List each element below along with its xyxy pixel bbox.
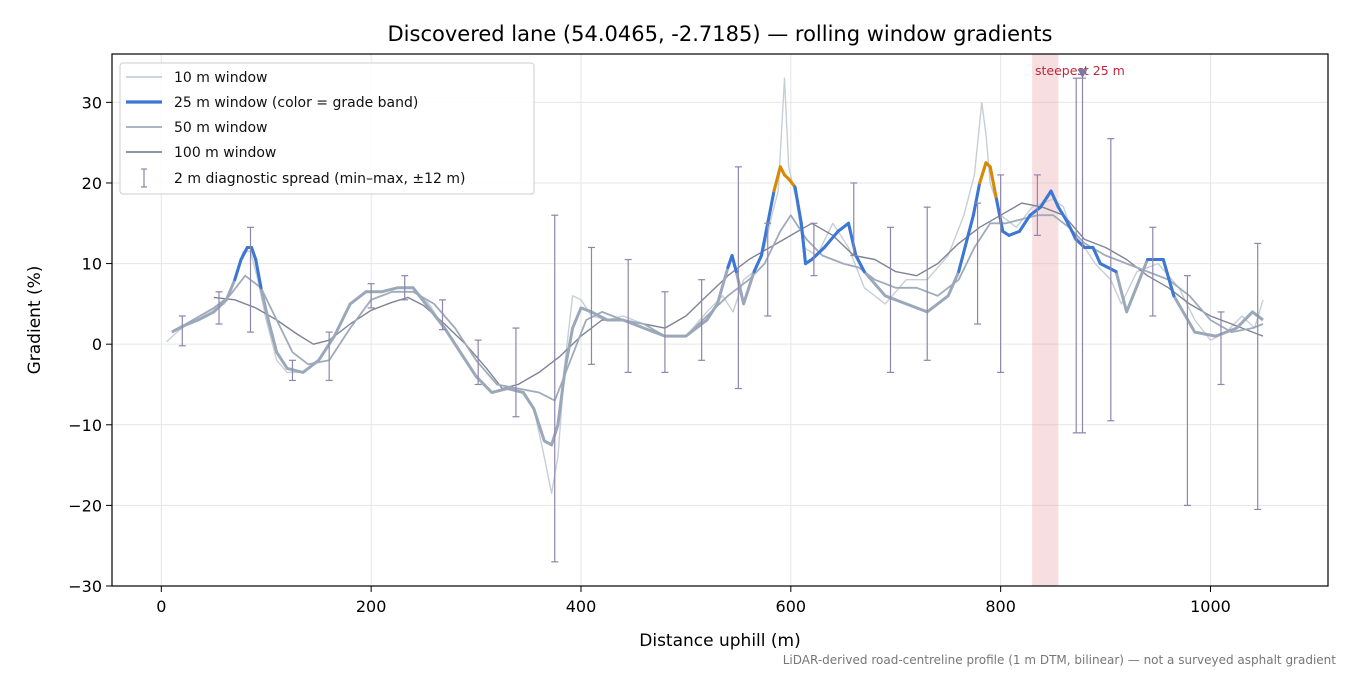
series-segment-25m (836, 221, 851, 233)
x-tick-label: 600 (776, 597, 807, 616)
errorbar (1254, 242, 1262, 511)
series-segment-25m (772, 165, 782, 193)
series-segment-25m (1007, 229, 1022, 237)
legend: 10 m window 25 m window (color = grade b… (119, 62, 535, 195)
errorbar-group (178, 77, 1262, 563)
legend-label-50m: 50 m window (174, 120, 267, 136)
y-tick-label: 20 (82, 174, 102, 193)
series-segment-25m (1028, 205, 1043, 217)
legend-label-10m: 10 m window (174, 70, 267, 86)
errorbar (246, 226, 254, 333)
series-segment-25m (994, 197, 1005, 233)
series-segment-25m (1098, 262, 1118, 274)
series-segment-25m (978, 161, 988, 185)
series-segment-25m (957, 237, 969, 274)
series-segment-25m (254, 258, 263, 290)
x-tick-label: 200 (356, 597, 387, 616)
series-segment-25m (239, 245, 249, 262)
errorbar (288, 359, 296, 382)
footnote: LiDAR-derived road-centreline profile (1… (783, 653, 1337, 667)
series-segment-25m (1039, 189, 1053, 209)
errorbar (367, 283, 375, 309)
errorbar (1033, 174, 1041, 236)
steepest-highlight (1032, 54, 1059, 586)
series-segment-25m (250, 245, 258, 262)
errorbar (551, 214, 559, 563)
plot-frame (111, 53, 1329, 587)
errorbar (178, 315, 186, 347)
errorbar (850, 182, 858, 257)
errorbar (810, 222, 818, 277)
errorbar (734, 166, 742, 390)
series-segment-25m (854, 254, 866, 274)
errorbar (325, 331, 333, 382)
x-tick-label: 800 (985, 597, 1016, 616)
series-segment-25m (730, 254, 738, 274)
series-segment-25m (793, 185, 803, 225)
series-segment-25m (1074, 237, 1087, 249)
errorbar (624, 258, 632, 373)
errorbar (764, 222, 772, 317)
y-tick-label: −20 (68, 496, 102, 515)
errorbar (923, 206, 931, 361)
steepest-band (1032, 54, 1059, 586)
x-axis-label: Distance uphill (m) (639, 631, 800, 651)
errorbar (1217, 311, 1225, 386)
series-segment-25m (1064, 217, 1078, 241)
series-segment-25m (233, 258, 243, 282)
errorbar (401, 275, 409, 301)
legend-label-25m: 25 m window (color = grade band) (174, 95, 418, 111)
series-segment-25m (965, 213, 975, 241)
errorbar (1072, 77, 1080, 434)
y-tick-label: −10 (68, 416, 102, 435)
errorbar (438, 299, 446, 331)
errorbar (661, 291, 669, 373)
series-segment-25m (847, 221, 858, 258)
series-segment-25m (787, 177, 797, 189)
axis-ticks: 0 200 400 600 800 1000 −30 −20 −10 0 10 20 30 (68, 93, 1231, 616)
y-tick-label: −30 (68, 577, 102, 596)
legend-label-errorbar: 2 m diagnostic spread (min–max, ±12 m) (174, 171, 465, 187)
x-tick-label: 400 (566, 597, 597, 616)
series-segment-25m (759, 221, 770, 258)
errorbar (974, 202, 982, 325)
series-segment-25m (822, 229, 840, 249)
errorbar (997, 174, 1005, 373)
errorbar (1149, 226, 1157, 317)
errorbar (698, 279, 706, 361)
x-tick-label: 1000 (1190, 597, 1231, 616)
series-segment-25m (799, 221, 808, 266)
series-segment-25m (766, 189, 776, 225)
chart-title: Discovered lane (54.0465, -2.7185) — rol… (388, 22, 1053, 46)
series-line-3 (213, 202, 1264, 390)
series-segment-25m (778, 165, 787, 177)
errorbar (1107, 138, 1115, 422)
series-segment-25m (1049, 189, 1060, 209)
legend-label-100m: 100 m window (174, 145, 276, 161)
annotation-group: steepest 25 m (1035, 63, 1125, 79)
series-segment-25m (1018, 213, 1032, 233)
series-segment-25m (1056, 205, 1068, 221)
errorbar (587, 246, 595, 365)
y-axis-label: Gradient (%) (25, 266, 45, 375)
series-segment-25m (988, 165, 998, 201)
steepest-marker (1077, 69, 1088, 79)
series-segment-25m (1091, 245, 1102, 266)
errorbar (215, 291, 223, 325)
errorbar (512, 327, 520, 418)
errorbar (474, 339, 482, 386)
legend-box (119, 62, 535, 195)
legend-swatch-errorbar (141, 168, 147, 188)
series-segment-25m (1161, 258, 1176, 298)
series-segment-25m (971, 181, 982, 217)
y-tick-label: 10 (82, 255, 102, 274)
series-segment-25m (752, 254, 763, 274)
errorbar (1078, 77, 1086, 434)
y-tick-label: 0 (92, 335, 102, 354)
y-tick-label: 30 (82, 93, 102, 112)
errorbar (886, 226, 894, 373)
x-tick-label: 0 (156, 597, 166, 616)
errorbar (1183, 275, 1191, 506)
